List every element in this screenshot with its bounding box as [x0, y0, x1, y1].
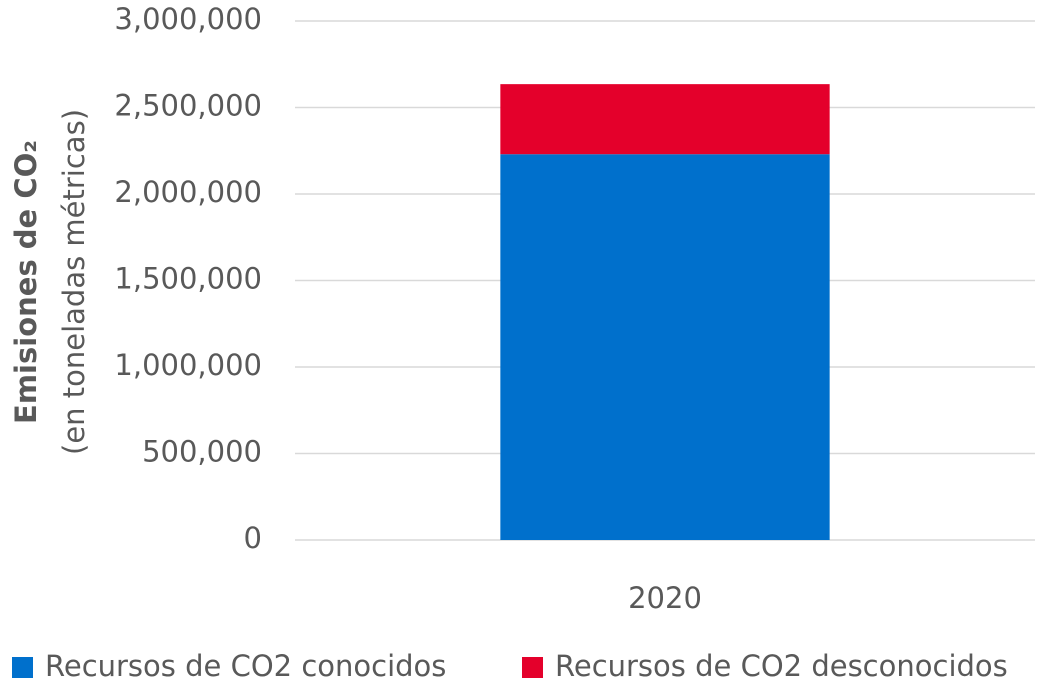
legend-swatch	[12, 657, 33, 678]
bar-segment	[500, 154, 830, 540]
legend-label: Recursos de CO2 conocidos	[45, 649, 446, 683]
bar-segment	[500, 84, 830, 155]
legend-label: Recursos de CO2 desconocidos	[555, 649, 1008, 683]
y-tick-label: 1,500,000	[114, 262, 262, 296]
legend-swatch	[522, 657, 543, 678]
y-tick-label: 2,000,000	[114, 175, 262, 209]
y-tick-label: 1,000,000	[114, 348, 262, 382]
x-tick-label: 2020	[628, 581, 702, 615]
y-tick-label: 3,000,000	[114, 2, 262, 36]
y-axis-subtitle: (en toneladas métricas)	[57, 109, 91, 455]
y-tick-label: 500,000	[142, 435, 262, 469]
y-axis-title: Emisiones de CO₂	[9, 140, 43, 424]
y-tick-label: 0	[244, 521, 262, 555]
y-tick-label: 2,500,000	[114, 89, 262, 123]
